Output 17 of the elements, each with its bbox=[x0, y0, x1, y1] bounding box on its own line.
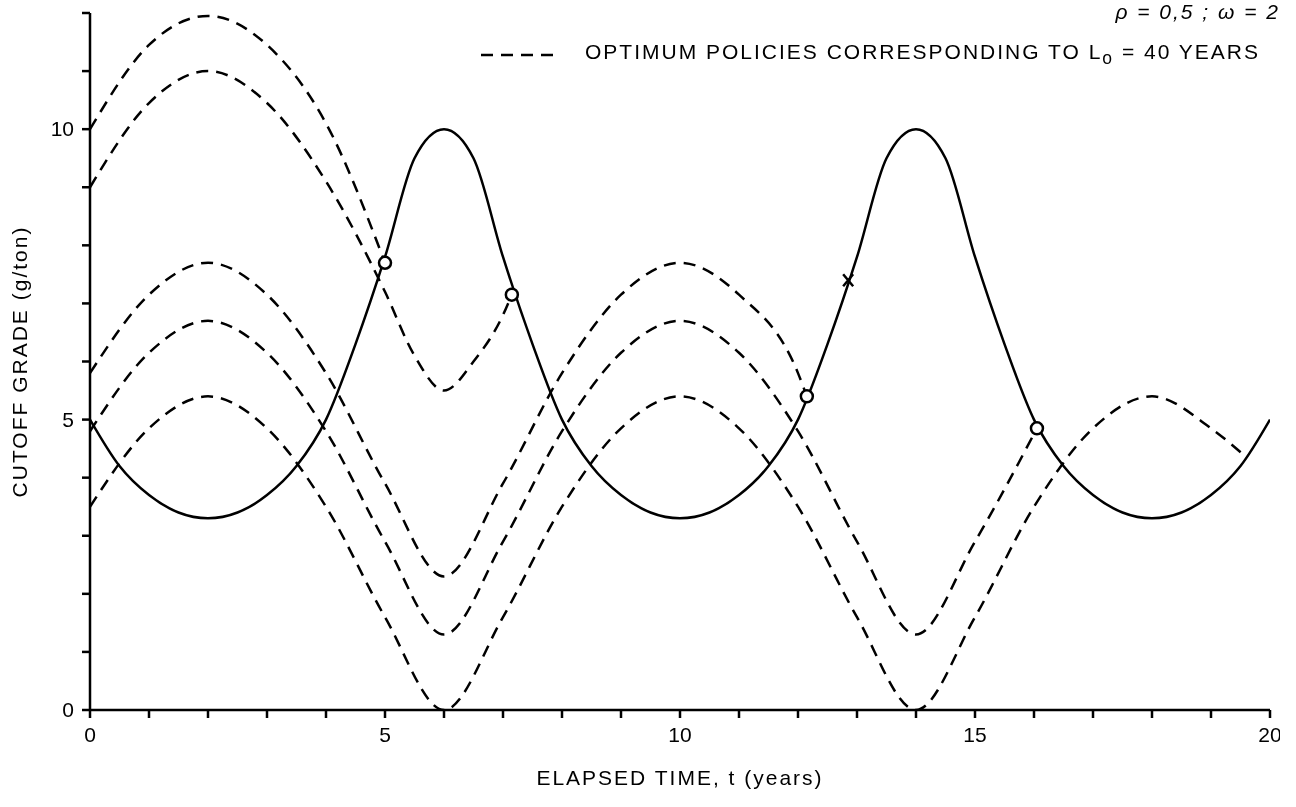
y-tick-label: 10 bbox=[50, 117, 74, 141]
y-tick-label: 0 bbox=[62, 698, 74, 721]
point bbox=[1029, 421, 1045, 436]
point bbox=[377, 255, 393, 271]
y-axis-title: CUTOFF GRADE (g/ton) bbox=[8, 225, 32, 498]
x-tick-label: 5 bbox=[379, 723, 391, 746]
x-tick-label: 20 bbox=[1258, 723, 1282, 746]
annotation: ρ = 0,5 ; ω = 2 bbox=[1115, 0, 1280, 24]
point bbox=[799, 389, 815, 404]
x-tick-label: 15 bbox=[963, 723, 987, 746]
legend-label: OPTIMUM POLICIES CORRESPONDING TO L$_{o}$ = 40 YEARS bbox=[585, 40, 1260, 70]
x-tick-label: 0 bbox=[84, 723, 96, 746]
x-axis-title: ELAPSED TIME, t (years) bbox=[536, 766, 824, 789]
point bbox=[841, 272, 855, 288]
point bbox=[504, 287, 520, 302]
x-tick-label: 10 bbox=[668, 723, 692, 746]
y-tick-label: 5 bbox=[62, 407, 74, 431]
